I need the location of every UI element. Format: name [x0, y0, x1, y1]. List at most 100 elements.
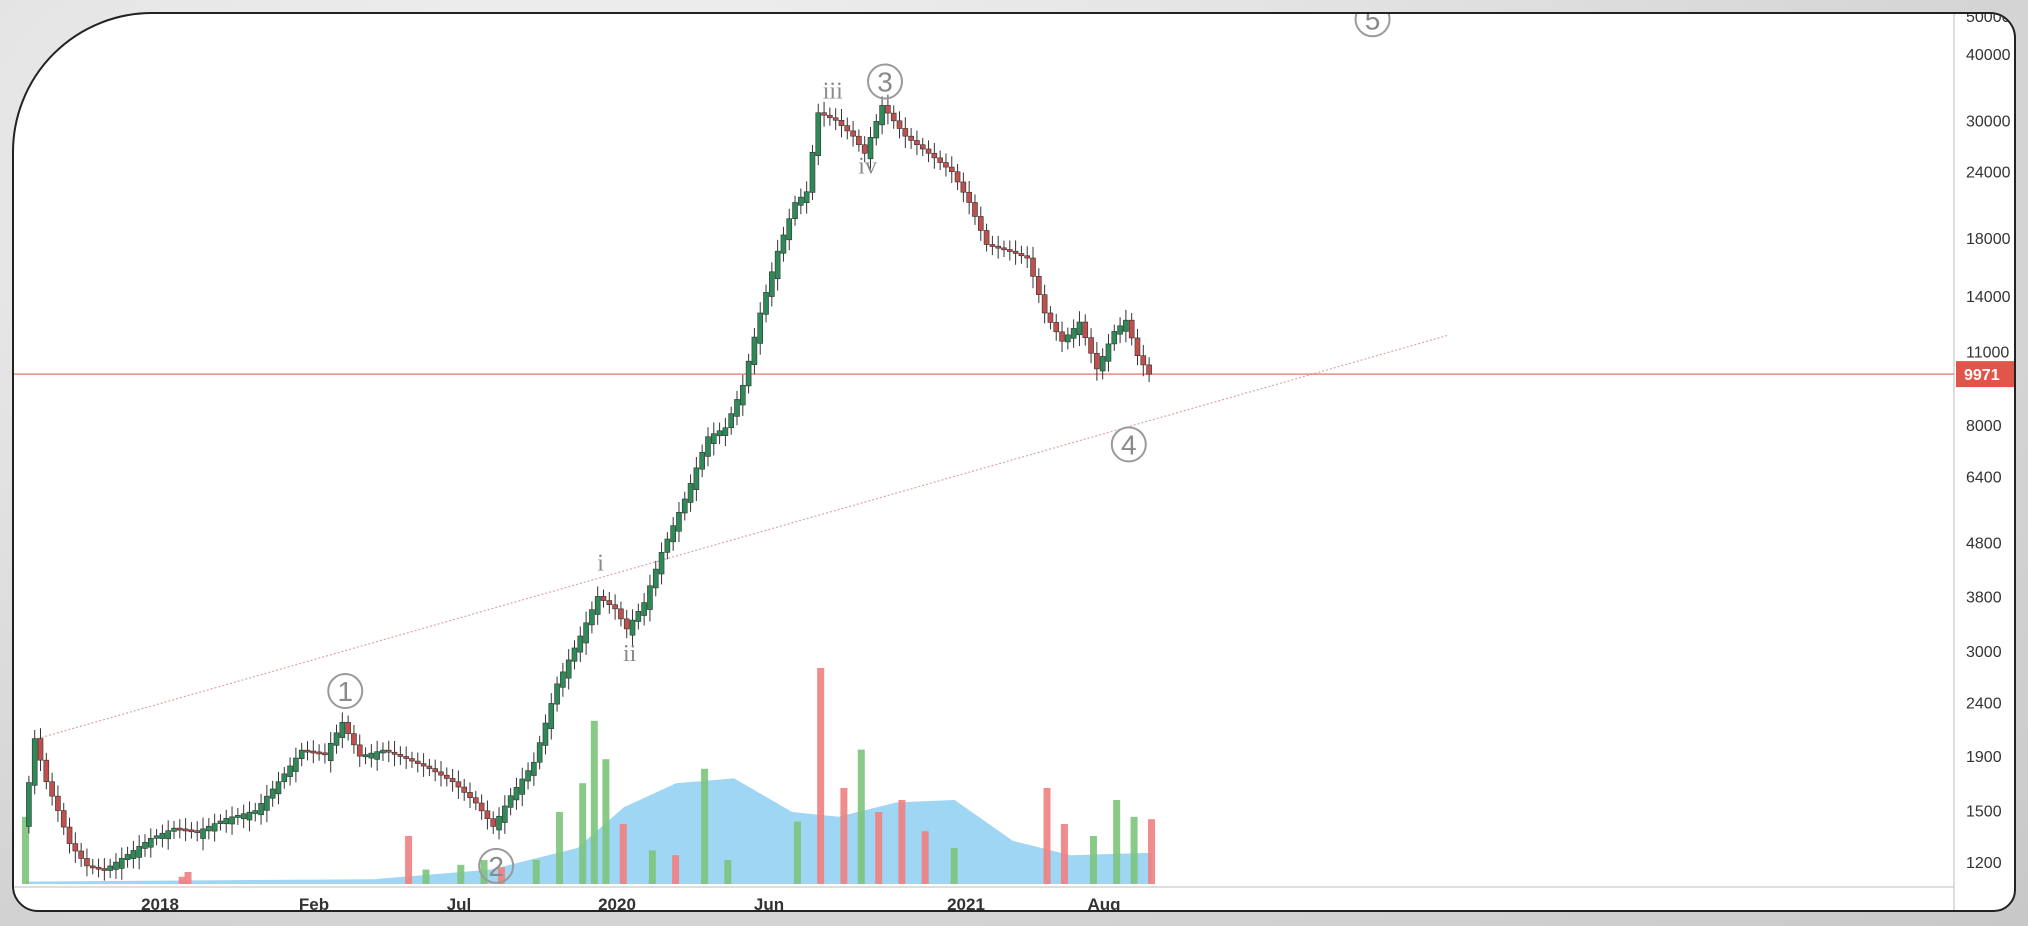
candle: [1105, 343, 1112, 362]
volume-bar: [701, 768, 709, 884]
candle: [815, 112, 822, 157]
candle: [1070, 328, 1077, 339]
candle: [287, 765, 293, 777]
candle: [438, 771, 444, 776]
candle: [792, 202, 798, 220]
candle: [867, 137, 874, 160]
wave-label: 3: [877, 67, 893, 98]
candle: [989, 244, 996, 247]
candle: [809, 151, 816, 193]
candle: [31, 738, 38, 786]
wave-label-circle: [867, 63, 904, 100]
candle: [1053, 322, 1060, 333]
volume-bar: [405, 836, 413, 884]
candle: [414, 760, 421, 764]
candle: [751, 336, 758, 365]
candle: [1094, 352, 1100, 370]
candle: [200, 828, 206, 839]
y-tick-label: 30000: [1966, 113, 2011, 130]
candle: [496, 815, 502, 831]
candle: [339, 722, 346, 738]
candle: [403, 756, 409, 759]
candle: [467, 792, 473, 799]
volume-bar: [422, 869, 430, 884]
candle: [443, 774, 450, 779]
candle: [258, 803, 264, 816]
candle: [246, 811, 253, 821]
candle: [316, 751, 322, 755]
volume-bar: [672, 855, 680, 884]
x-tick-label: 2020: [598, 895, 636, 912]
volume-bar: [497, 867, 505, 884]
wave-sublabel: iii: [823, 78, 843, 104]
candle: [1030, 257, 1036, 277]
candle: [542, 722, 549, 746]
candle: [356, 744, 363, 757]
candle: [1140, 355, 1147, 366]
candle: [240, 813, 247, 820]
candle: [461, 786, 468, 793]
candle: [850, 130, 856, 137]
price-chart[interactable]: 1200 1500 1900 2400 3000 3800 4800 6400 8000 1100…: [14, 14, 2016, 912]
volume-bar: [950, 848, 958, 884]
candle: [658, 552, 665, 575]
candle: [380, 749, 386, 754]
volume-bar: [579, 783, 587, 884]
candle: [1012, 250, 1019, 254]
candle: [1123, 319, 1129, 332]
candle: [368, 752, 375, 759]
y-tick-label: 1500: [1966, 804, 2002, 821]
x-tick-label: Jun: [754, 895, 784, 912]
candle: [490, 818, 497, 827]
candle: [1111, 331, 1118, 345]
candle: [194, 830, 201, 833]
candle: [95, 866, 102, 870]
candle: [681, 498, 688, 514]
chart-frame: 1200 1500 1900 2400 3000 3800 4800 6400 8000 1100…: [12, 12, 2016, 912]
candle: [159, 832, 166, 839]
candle: [351, 733, 357, 746]
candle: [84, 858, 90, 867]
candle: [223, 818, 230, 825]
candle: [409, 758, 415, 762]
x-tick-label: Feb: [299, 895, 329, 912]
wave-label: 5: [1365, 14, 1381, 35]
y-tick-label: 11000: [1966, 344, 2009, 361]
candle: [1006, 249, 1013, 252]
candle: [571, 647, 578, 662]
candle: [298, 749, 305, 760]
y-tick-label: 1200: [1966, 855, 2002, 872]
volume-bar: [619, 824, 627, 884]
wave-sublabel: iv: [858, 154, 877, 180]
candle: [362, 754, 369, 758]
candle: [832, 117, 839, 121]
candle: [1128, 319, 1135, 339]
candle: [177, 827, 183, 831]
candle: [72, 843, 79, 852]
candle: [502, 805, 508, 823]
volume-bar: [898, 800, 906, 884]
candle: [531, 761, 537, 776]
y-tick-label: 50000: [1966, 14, 2011, 26]
volume-bar: [1148, 819, 1155, 884]
candle: [740, 384, 746, 406]
candle: [147, 837, 154, 848]
candle: [235, 814, 241, 818]
candle: [118, 857, 125, 869]
wave-label: 4: [1121, 429, 1137, 460]
x-tick-label: 2021: [947, 895, 985, 912]
candle: [1018, 253, 1025, 257]
candle: [1134, 337, 1141, 357]
candle: [612, 604, 618, 610]
volume-bar: [602, 759, 610, 884]
candle: [589, 609, 595, 626]
candle: [1065, 334, 1071, 343]
y-tick-label: 1900: [1966, 749, 2002, 766]
candle: [507, 795, 514, 808]
candle: [647, 585, 653, 610]
candle: [838, 119, 845, 126]
candle: [769, 271, 775, 297]
volume-bar: [648, 850, 656, 884]
candle: [977, 216, 984, 231]
wave-label-circle: [1354, 14, 1391, 38]
